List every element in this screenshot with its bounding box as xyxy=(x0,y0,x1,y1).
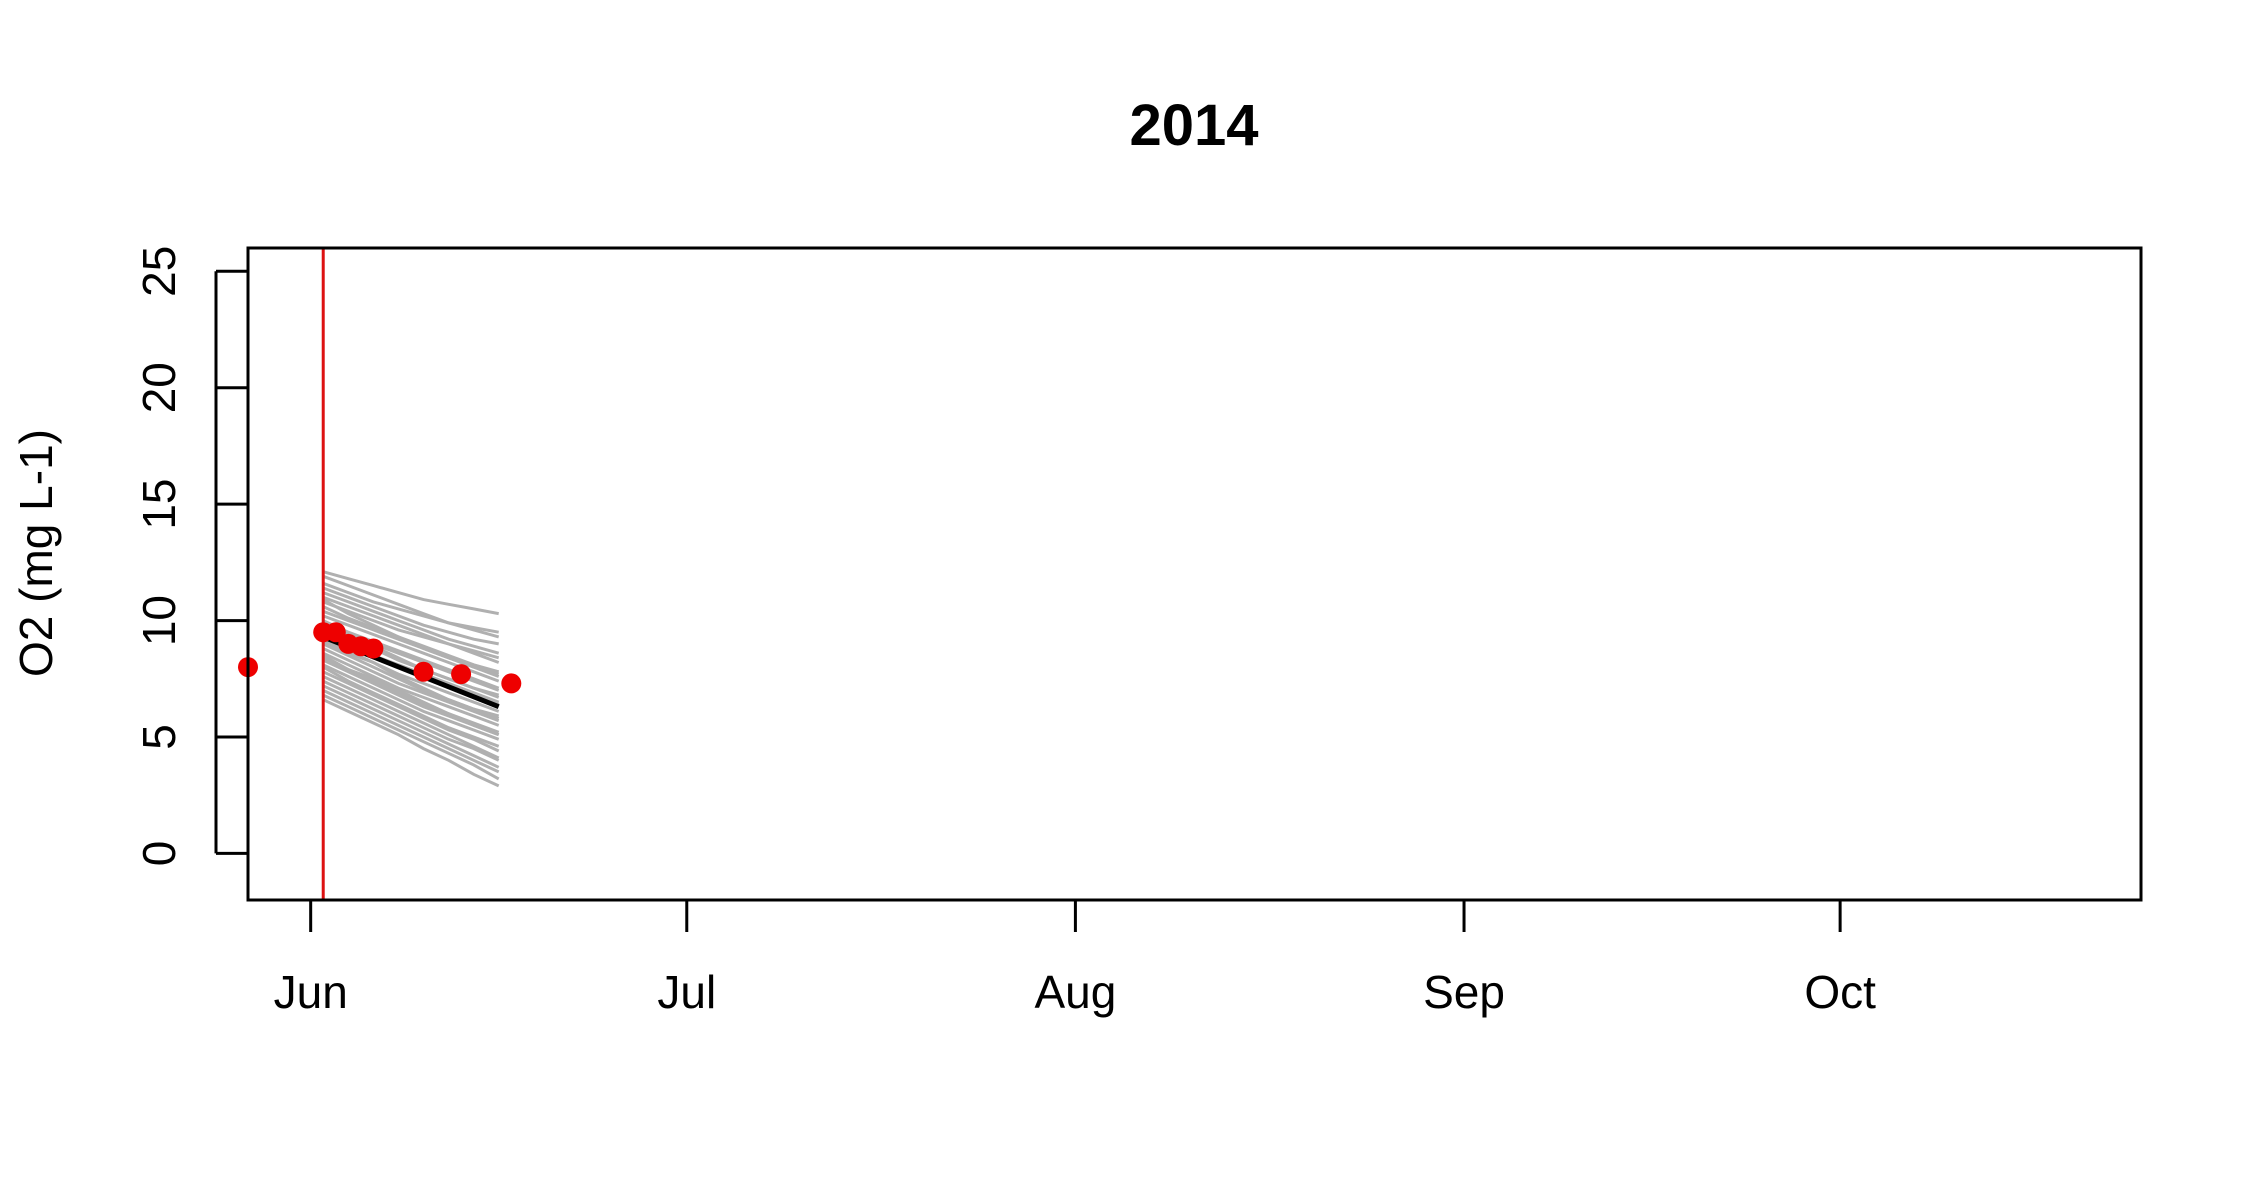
ensemble-member-line xyxy=(322,689,500,774)
observed-point xyxy=(363,638,384,659)
ensemble-member-line xyxy=(322,570,499,616)
ensemble-member-line xyxy=(322,693,500,781)
x-tick-label: Jul xyxy=(657,966,716,1018)
ensemble-member-line xyxy=(322,675,500,760)
ensemble-member-line xyxy=(322,574,500,639)
ensemble-member-line xyxy=(322,651,500,727)
observed-points xyxy=(238,622,522,694)
x-tick-label: Sep xyxy=(1423,966,1505,1018)
x-tick-label: Aug xyxy=(1034,966,1116,1018)
ensemble-member-line xyxy=(322,684,500,769)
observed-point xyxy=(501,673,522,694)
ensemble-member-line xyxy=(322,586,499,646)
ensemble-member-line xyxy=(322,591,500,655)
ensemble-member-line xyxy=(322,598,500,676)
ensemble-member-line xyxy=(322,663,500,741)
observed-point xyxy=(325,622,346,643)
y-tick-label: 15 xyxy=(133,479,185,530)
chart-title: 2014 xyxy=(1129,93,1258,158)
ensemble-member-line xyxy=(322,647,500,723)
plot-frame xyxy=(246,246,2143,902)
ensemble-member-line xyxy=(322,665,500,748)
y-tick-label: 0 xyxy=(133,841,185,867)
ensemble-member-line xyxy=(322,698,500,788)
x-tick-label: Oct xyxy=(1804,966,1876,1018)
observed-point xyxy=(451,664,472,685)
ensemble-member-line xyxy=(322,595,500,664)
y-axis: 0 5 10 15 20 25 xyxy=(133,246,248,866)
ensemble-member-line xyxy=(322,600,500,660)
x-axis: Jun Jul Aug Sep Oct xyxy=(274,898,1876,1018)
ensemble-member-line xyxy=(322,640,500,713)
ensemble-lines xyxy=(322,570,500,788)
observed-point xyxy=(413,661,434,682)
y-axis-title: O2 (mg L-1) xyxy=(10,429,62,677)
y-tick-label: 20 xyxy=(133,362,185,413)
y-tick-label: 5 xyxy=(133,724,185,750)
ensemble-member-line xyxy=(322,581,499,634)
ensemble-member-line xyxy=(322,656,500,737)
y-tick-label: 25 xyxy=(133,246,185,297)
ensemble-member-line xyxy=(322,670,500,753)
ensemble-member-line xyxy=(322,679,500,762)
x-tick-label: Jun xyxy=(274,966,348,1018)
y-tick-label: 10 xyxy=(133,595,185,646)
